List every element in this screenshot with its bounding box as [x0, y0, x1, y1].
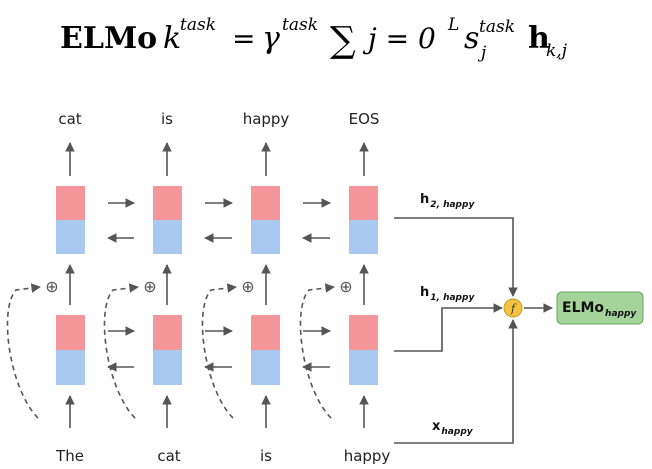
bottom-word: happy: [344, 447, 391, 465]
lstm-cell: [349, 315, 378, 385]
formula-elmo: ELMo: [60, 21, 157, 56]
recurrent-arrows: [107, 198, 331, 372]
formula-k: k: [163, 21, 181, 56]
bottom-word: cat: [157, 447, 180, 465]
lstm-cell: [153, 186, 182, 254]
vertical-arrows: [65, 264, 369, 428]
output-arrows: [65, 142, 369, 176]
formula-gamma: γ: [262, 21, 280, 56]
formula-upper-l: L: [447, 15, 459, 35]
h2-label: h2, happy: [420, 192, 475, 210]
formula-h: h: [528, 21, 550, 56]
formula-task-sup-3: task: [479, 17, 515, 37]
plus-icon: ⊕: [45, 277, 58, 296]
lstm-cell: [56, 315, 85, 385]
plus-icon: ⊕: [339, 277, 352, 296]
top-word: is: [161, 110, 173, 128]
plus-icon: ⊕: [143, 277, 156, 296]
formula-task-sup-1: task: [180, 15, 216, 35]
layer-1: [56, 315, 378, 385]
top-word: cat: [58, 110, 81, 128]
formula-sum: ∑: [330, 20, 356, 61]
formula-j-eq: j = 0: [362, 22, 436, 55]
combination-lines: [394, 217, 553, 444]
residual-add: ⊕ ⊕ ⊕ ⊕: [45, 277, 352, 296]
top-word: EOS: [349, 110, 380, 128]
formula-task-sup-2: task: [282, 15, 318, 35]
bottom-word: The: [55, 447, 84, 465]
lstm-cell: [349, 186, 378, 254]
elmo-output: ELMohappy: [556, 291, 644, 325]
formula-s: s: [464, 21, 479, 56]
formula-sub-kj: k,j: [546, 41, 568, 61]
lstm-cell: [251, 315, 280, 385]
f-symbol: f: [510, 302, 517, 315]
formula-sub-j: j: [477, 43, 487, 63]
h1-label: h1, happy: [420, 285, 475, 303]
formula: ELMo k task = γ task ∑ j = 0 L s task j …: [60, 15, 568, 63]
top-word: happy: [243, 110, 290, 128]
bottom-word: is: [260, 447, 272, 465]
elmo-output-label: ELMohappy: [562, 300, 637, 319]
plus-icon: ⊕: [241, 277, 254, 296]
x-label: xhappy: [432, 419, 474, 437]
lstm-cell: [251, 186, 280, 254]
lstm-cell: [56, 186, 85, 254]
lstm-cell: [153, 315, 182, 385]
combine-function: f: [503, 298, 523, 318]
layer-2: [56, 186, 378, 254]
formula-equals: =: [232, 22, 255, 55]
